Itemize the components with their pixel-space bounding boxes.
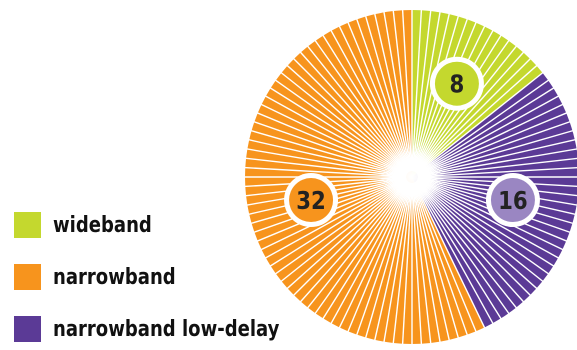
legend-item-narrowband-low-delay: narrowband low-delay — [14, 312, 329, 346]
legend-swatch-narrowband-low-delay — [14, 316, 41, 342]
legend-label-narrowband: narrowband — [53, 264, 176, 290]
legend-item-wideband: wideband — [14, 208, 174, 242]
legend: wideband narrowband narrowband low-delay — [14, 200, 304, 342]
value-badge-wideband: 8 — [429, 56, 484, 111]
legend-item-narrowband: narrowband — [14, 260, 203, 294]
value-badge-narrowband: 32 — [284, 173, 339, 228]
value-label-wideband: 8 — [450, 70, 465, 99]
legend-swatch-wideband — [14, 212, 41, 238]
legend-label-narrowband-low-delay: narrowband low-delay — [53, 316, 280, 342]
legend-label-wideband: wideband — [53, 212, 152, 238]
value-badge-narrowband-low-delay: 16 — [485, 173, 540, 228]
pie-center — [396, 161, 428, 193]
legend-swatch-narrowband — [14, 264, 41, 290]
value-label-narrowband-low-delay: 16 — [498, 186, 528, 215]
value-label-narrowband: 32 — [296, 186, 326, 215]
